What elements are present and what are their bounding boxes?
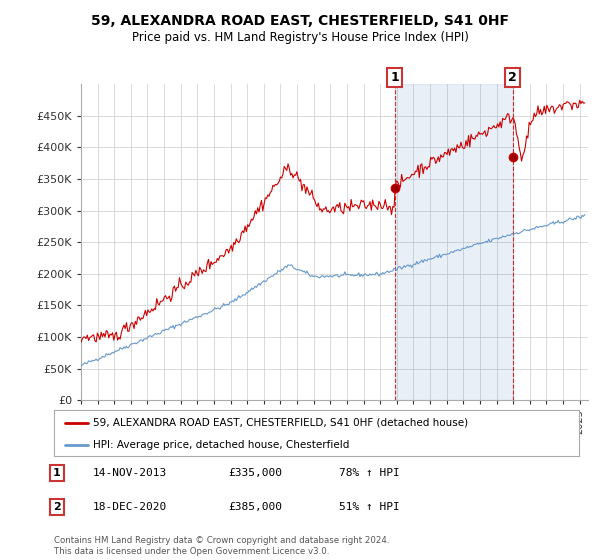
Text: HPI: Average price, detached house, Chesterfield: HPI: Average price, detached house, Ches…	[94, 440, 350, 450]
Text: £335,000: £335,000	[228, 468, 282, 478]
Text: 51% ↑ HPI: 51% ↑ HPI	[339, 502, 400, 512]
Text: 59, ALEXANDRA ROAD EAST, CHESTERFIELD, S41 0HF: 59, ALEXANDRA ROAD EAST, CHESTERFIELD, S…	[91, 14, 509, 28]
Text: 14-NOV-2013: 14-NOV-2013	[93, 468, 167, 478]
Text: Price paid vs. HM Land Registry's House Price Index (HPI): Price paid vs. HM Land Registry's House …	[131, 31, 469, 44]
Text: 18-DEC-2020: 18-DEC-2020	[93, 502, 167, 512]
Text: Contains HM Land Registry data © Crown copyright and database right 2024.
This d: Contains HM Land Registry data © Crown c…	[54, 536, 389, 556]
Text: 1: 1	[391, 71, 399, 84]
Text: £385,000: £385,000	[228, 502, 282, 512]
Text: 2: 2	[53, 502, 61, 512]
Text: 2: 2	[508, 71, 517, 84]
Text: 1: 1	[53, 468, 61, 478]
Text: 78% ↑ HPI: 78% ↑ HPI	[339, 468, 400, 478]
Text: 59, ALEXANDRA ROAD EAST, CHESTERFIELD, S41 0HF (detached house): 59, ALEXANDRA ROAD EAST, CHESTERFIELD, S…	[94, 418, 469, 428]
Bar	[395, 84, 512, 400]
